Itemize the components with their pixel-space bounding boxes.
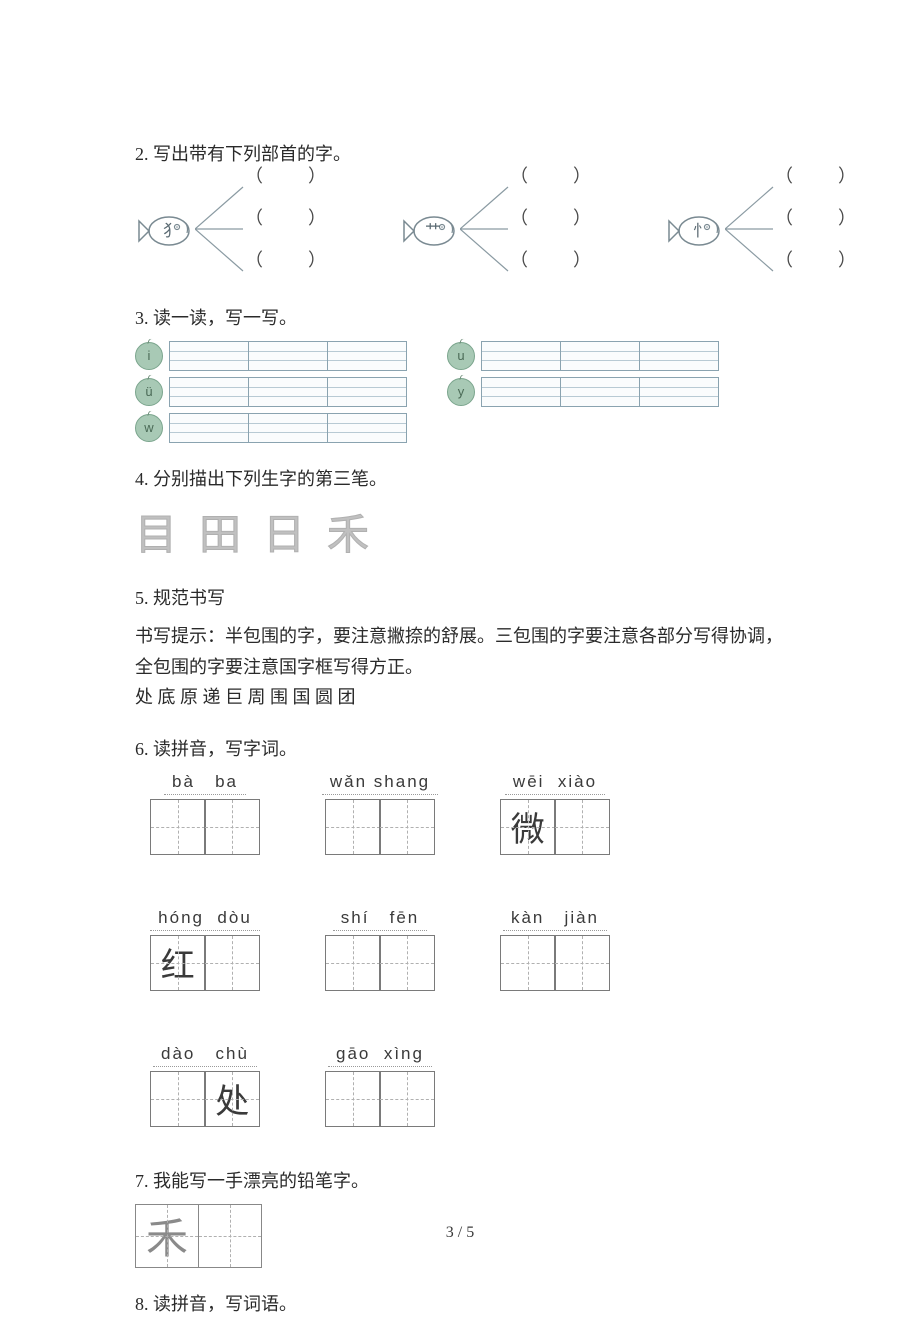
blank-paren[interactable]: （ ）: [245, 167, 326, 185]
tianzige-pair[interactable]: [325, 1071, 436, 1127]
question-7: 7. 我能写一手漂亮的铅笔字。 禾: [135, 1167, 785, 1268]
q6-pinyin-label: gāo xìng: [328, 1044, 432, 1067]
q3-left-col: i ü w: [135, 341, 407, 443]
tianzige-cell: [325, 935, 381, 991]
question-4: 4. 分别描出下列生字的第三笔。 目 田 日 禾: [135, 465, 785, 563]
blank-paren[interactable]: （ ）: [775, 167, 856, 185]
blank-paren[interactable]: （ ）: [510, 251, 591, 269]
q3-title: 3. 读一读，写一写。: [135, 304, 785, 333]
pinyin-writing-block[interactable]: [169, 341, 407, 371]
blank-paren[interactable]: （ ）: [245, 251, 326, 269]
tianzige-pair[interactable]: [325, 799, 436, 855]
fish-icon: 犭: [135, 205, 195, 253]
tianzige-cell: [325, 799, 381, 855]
tianzige-cell: [554, 935, 610, 991]
tianzige-cell: [379, 799, 435, 855]
q6-item: wǎn shang: [310, 772, 450, 855]
apple-label: ü: [135, 378, 163, 406]
tianzige-cell: 微: [500, 799, 556, 855]
q6-pinyin-label: shí fēn: [333, 908, 427, 931]
q5-hint: 书写提示：半包围的字，要注意撇捺的舒展。三包围的字要注意各部分写得协调，全包围的…: [135, 621, 785, 682]
tianzige-pair[interactable]: [325, 935, 436, 991]
fish-icon: 艹: [400, 205, 460, 253]
q4-title: 4. 分别描出下列生字的第三笔。: [135, 465, 785, 494]
q2-title: 2. 写出带有下列部首的字。: [135, 140, 785, 169]
blank-paren[interactable]: （ ）: [775, 209, 856, 227]
branch-lines: [195, 177, 245, 282]
q4-outline-chars: 目 田 日 禾: [135, 501, 785, 562]
blank-paren[interactable]: （ ）: [775, 251, 856, 269]
tianzige-cell: 处: [204, 1071, 260, 1127]
q6-pinyin-label: bà ba: [164, 772, 246, 795]
pinyin-writing-block[interactable]: [481, 341, 719, 371]
tianzige-cell: [325, 1071, 381, 1127]
tianzige-pair[interactable]: [500, 935, 611, 991]
question-6: 6. 读拼音，写字词。 bà ba wǎn shang wēi xiào 微 hóng …: [135, 735, 785, 1145]
q6-grid: bà ba wǎn shang wēi xiào 微 hóng dòu 红 shí fēn k…: [135, 772, 785, 1145]
q6-pinyin-label: hóng dòu: [150, 908, 260, 931]
q6-pinyin-label: kàn jiàn: [503, 908, 607, 931]
branch-lines: [725, 177, 775, 282]
q8-title: 8. 读拼音，写词语。: [135, 1290, 785, 1318]
tianzige-pair[interactable]: 处: [150, 1071, 261, 1127]
apple-label: w: [135, 414, 163, 442]
q7-title: 7. 我能写一手漂亮的铅笔字。: [135, 1167, 785, 1196]
q6-item: kàn jiàn: [485, 908, 625, 991]
pinyin-writing-block[interactable]: [481, 377, 719, 407]
q6-item: shí fēn: [310, 908, 450, 991]
question-5: 5. 规范书写 书写提示：半包围的字，要注意撇捺的舒展。三包围的字要注意各部分写…: [135, 584, 785, 713]
blank-paren[interactable]: （ ）: [245, 209, 326, 227]
tianzige-cell: [204, 935, 260, 991]
tianzige-cell: [554, 799, 610, 855]
blank-paren[interactable]: （ ）: [510, 209, 591, 227]
outline-char[interactable]: 田: [199, 501, 241, 562]
question-3: 3. 读一读，写一写。 i ü w: [135, 304, 785, 443]
q5-chars: 处 底 原 递 巨 周 围 国 圆 团: [135, 682, 785, 713]
tianzige-cell: [500, 935, 556, 991]
q6-pinyin-label: dào chù: [153, 1044, 257, 1067]
fish-icon: 忄: [665, 205, 725, 253]
q6-pinyin-label: wǎn shang: [322, 772, 438, 795]
pinyin-writing-block[interactable]: [169, 413, 407, 443]
apple-label: i: [135, 342, 163, 370]
tianzige-pair[interactable]: 微: [500, 799, 611, 855]
q6-item: wēi xiào 微: [485, 772, 625, 855]
q5-title: 5. 规范书写: [135, 584, 785, 613]
outline-char[interactable]: 日: [263, 501, 305, 562]
tianzige-cell: [204, 799, 260, 855]
question-2: 2. 写出带有下列部首的字。 犭 （ ） （: [135, 140, 785, 282]
q6-title: 6. 读拼音，写字词。: [135, 735, 785, 764]
svg-text:艹: 艹: [425, 223, 441, 240]
fish-group: 犭 （ ） （ ） （ ）: [135, 177, 345, 282]
apple-label: u: [447, 342, 475, 370]
tianzige-cell: [150, 1071, 206, 1127]
q2-fish-row: 犭 （ ） （ ） （ ）: [135, 177, 785, 282]
fish-group: 忄 （ ） （ ） （ ）: [665, 177, 875, 282]
tianzige-cell: 红: [150, 935, 206, 991]
branch-lines: [460, 177, 510, 282]
pinyin-writing-block[interactable]: [169, 377, 407, 407]
q6-item: dào chù 处: [135, 1044, 275, 1127]
tianzige-cell: [379, 1071, 435, 1127]
apple-label: y: [447, 378, 475, 406]
outline-char[interactable]: 禾: [327, 501, 369, 562]
svg-text:犭: 犭: [163, 222, 179, 240]
q3-right-col: u y: [447, 341, 719, 407]
question-8: 8. 读拼音，写词语。: [135, 1290, 785, 1318]
q6-pinyin-label: wēi xiào: [505, 772, 605, 795]
blank-paren[interactable]: （ ）: [510, 167, 591, 185]
svg-text:忄: 忄: [693, 223, 709, 240]
tianzige-pair[interactable]: [150, 799, 261, 855]
q6-item: bà ba: [135, 772, 275, 855]
q6-item: hóng dòu 红: [135, 908, 275, 991]
tianzige-pair[interactable]: 红: [150, 935, 261, 991]
fish-group: 艹 （ ） （ ） （ ）: [400, 177, 610, 282]
q6-item: gāo xìng: [310, 1044, 450, 1127]
tianzige-cell: [379, 935, 435, 991]
tianzige-cell: [150, 799, 206, 855]
outline-char[interactable]: 目: [135, 501, 177, 562]
page-footer: 3 / 5: [0, 1224, 920, 1242]
